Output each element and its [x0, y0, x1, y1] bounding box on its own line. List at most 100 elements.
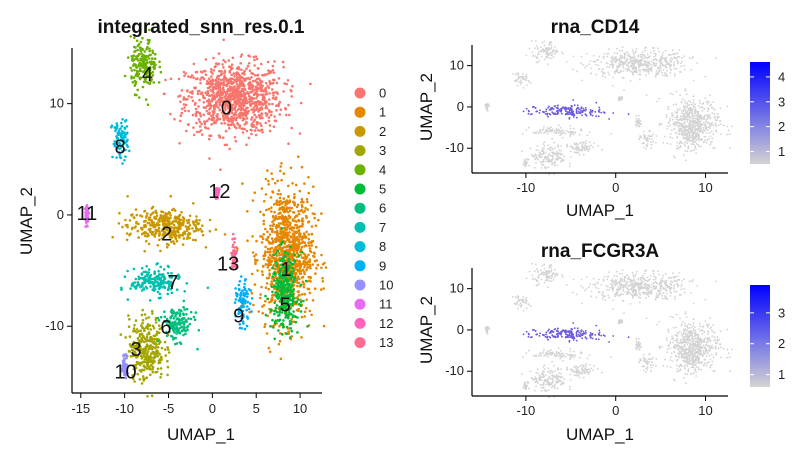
point: [250, 122, 254, 125]
point: [185, 307, 189, 311]
point: [270, 237, 274, 240]
cluster-2-points: [111, 194, 227, 253]
point: [704, 127, 707, 130]
point: [264, 245, 267, 249]
point: [253, 79, 257, 82]
point: [216, 74, 220, 78]
point: [252, 111, 255, 114]
point: [224, 129, 228, 133]
point: [625, 64, 628, 66]
point: [241, 76, 244, 79]
point: [251, 199, 255, 202]
point: [261, 94, 264, 97]
cluster-label-5: 5: [280, 294, 291, 316]
point: [141, 318, 145, 322]
point: [632, 51, 634, 53]
point: [258, 116, 262, 119]
point: [243, 111, 246, 114]
point: [154, 52, 157, 56]
point: [255, 91, 258, 95]
point: [313, 252, 316, 255]
point: [133, 93, 137, 97]
point: [126, 225, 129, 229]
point: [715, 130, 718, 133]
legend-label-5: 5: [379, 182, 386, 197]
point: [185, 227, 189, 231]
point: [251, 86, 254, 89]
point: [686, 120, 689, 123]
point: [726, 105, 729, 108]
point: [291, 289, 295, 293]
point: [722, 124, 725, 127]
point: [606, 55, 609, 58]
point: [251, 235, 254, 238]
point: [233, 107, 237, 110]
point: [138, 333, 142, 336]
point: [614, 61, 617, 64]
point: [671, 58, 674, 61]
point: [655, 135, 658, 137]
point: [154, 279, 157, 283]
point: [176, 326, 179, 330]
point: [142, 287, 145, 290]
point: [298, 268, 301, 271]
point: [175, 230, 178, 233]
point: [680, 116, 682, 118]
point: [185, 313, 188, 316]
point: [660, 56, 662, 59]
point: [683, 109, 685, 111]
point: [163, 227, 167, 230]
point: [153, 337, 156, 341]
point: [234, 90, 237, 93]
point: [667, 108, 670, 110]
point: [680, 129, 683, 132]
point: [166, 226, 169, 229]
point: [165, 228, 169, 231]
point: [664, 64, 667, 66]
point: [281, 60, 285, 64]
point: [139, 329, 142, 333]
point: [258, 108, 262, 112]
point: [299, 209, 303, 213]
point: [159, 70, 163, 74]
point: [633, 57, 636, 59]
point: [291, 218, 295, 221]
point: [134, 366, 138, 370]
point: [191, 113, 195, 117]
point: [285, 226, 289, 229]
point: [186, 97, 189, 101]
point: [145, 317, 148, 320]
point: [260, 241, 264, 244]
point: [704, 123, 706, 125]
point: [267, 256, 270, 259]
point: [233, 136, 237, 139]
point: [281, 326, 285, 329]
point: [268, 301, 271, 304]
point: [675, 123, 678, 125]
point: [245, 120, 248, 124]
point: [201, 94, 205, 97]
point: [272, 253, 276, 257]
point: [307, 233, 311, 236]
point: [167, 351, 171, 354]
point: [229, 95, 233, 99]
point: [214, 79, 217, 83]
point: [158, 234, 161, 237]
point: [264, 313, 268, 317]
point: [285, 245, 289, 248]
point: [713, 116, 715, 119]
point: [258, 79, 262, 82]
point: [634, 59, 636, 62]
point: [256, 74, 259, 77]
point: [149, 285, 152, 288]
point: [191, 90, 194, 93]
point: [684, 149, 687, 152]
point: [280, 178, 283, 182]
point: [283, 262, 287, 266]
point: [268, 124, 272, 127]
point: [594, 63, 597, 66]
point: [182, 217, 186, 220]
point: [132, 327, 136, 330]
point: [151, 51, 155, 55]
point: [275, 258, 279, 262]
